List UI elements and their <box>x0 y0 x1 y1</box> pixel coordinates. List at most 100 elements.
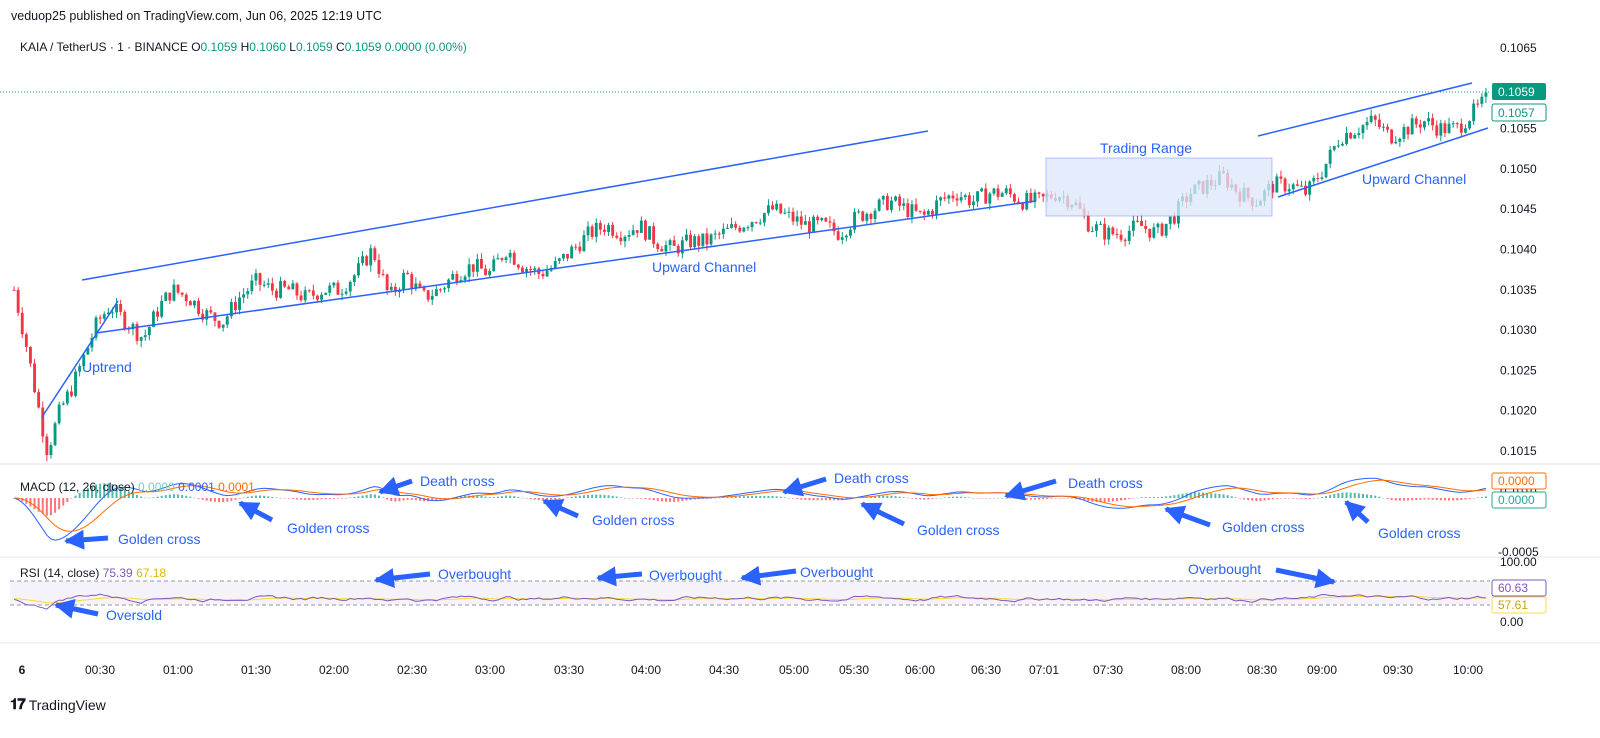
candle-body <box>106 312 110 315</box>
macd-hist-bar <box>1251 498 1254 501</box>
arrow-overbought-2 <box>596 566 643 587</box>
candle-body <box>94 317 98 338</box>
macd-hist-bar <box>1390 498 1393 500</box>
candle-body <box>377 259 381 274</box>
macd-hist-bar <box>541 498 544 501</box>
candle-body <box>102 314 106 319</box>
macd-hist-bar <box>492 497 495 498</box>
macd-hist-bar <box>742 496 745 498</box>
annotation-arrows[interactable] <box>54 476 1370 619</box>
macd-hist-bar <box>1353 492 1356 498</box>
macd-hist-bar <box>689 498 692 500</box>
macd-hist-bar <box>123 489 126 498</box>
candle-body <box>873 210 877 219</box>
macd-hist-bar <box>722 497 725 498</box>
candle-body <box>229 302 233 317</box>
candle-body <box>1435 125 1439 136</box>
candle-body <box>689 234 692 248</box>
macd-hist-bar <box>275 497 278 499</box>
macd-hist-bar <box>435 498 438 501</box>
time-tick-label: 02:00 <box>319 663 349 677</box>
candle-body <box>1427 118 1430 122</box>
macd-hist-bar <box>1238 498 1241 499</box>
candle-body <box>1472 103 1476 122</box>
rsi-legend[interactable]: RSI (14, close) 75.39 67.18 <box>20 566 166 580</box>
candle-body <box>307 290 311 292</box>
macd-hist-bar <box>537 498 540 501</box>
candle-body <box>1095 224 1098 231</box>
label-overbought-3: Overbought <box>800 564 873 580</box>
candle-body <box>578 246 582 252</box>
macd-hist-bar <box>1308 498 1311 500</box>
macd-hist-bar <box>751 495 754 498</box>
macd-hist-bar <box>611 495 614 498</box>
macd-hist-bar <box>1284 498 1287 499</box>
macd-hist-bar <box>771 495 774 498</box>
time-axis[interactable]: 6 00:30 01:00 01:30 02:00 02:30 03:00 03:30 04:0… <box>19 663 1484 677</box>
trading-range-box[interactable] <box>1045 157 1273 217</box>
candle-body <box>37 392 41 408</box>
macd-hist-bar <box>828 498 831 501</box>
candle-body <box>311 290 315 296</box>
candle-body <box>1291 184 1295 190</box>
macd-hist-bar <box>41 498 44 514</box>
candle-body <box>992 188 996 194</box>
candle-body <box>508 252 512 258</box>
macd-hist-bar <box>1304 498 1307 500</box>
macd-hist-bar <box>1427 498 1430 500</box>
macd-hist-bar <box>787 497 790 499</box>
candle-body <box>713 233 717 235</box>
macd-hist-bar <box>1312 498 1315 499</box>
macd-hist-bar <box>62 498 65 506</box>
macd-hist-bar <box>1107 498 1110 502</box>
channel2-upper-line <box>1257 82 1473 137</box>
candle-body <box>902 203 906 206</box>
candle-body <box>812 216 815 233</box>
high-label: H <box>240 40 250 54</box>
macd-hist-bar <box>820 498 823 501</box>
candle-body <box>336 282 340 295</box>
candle-body <box>771 205 774 210</box>
macd-hist-bar <box>992 497 995 499</box>
candle-body <box>139 337 143 341</box>
macd-hist-bar <box>1374 495 1377 498</box>
macd-hist-bar <box>29 498 32 507</box>
candle-body <box>906 203 910 218</box>
macd-hist-bar <box>447 498 450 499</box>
macd-hist-bar <box>119 487 122 498</box>
macd-hist-bar <box>1415 498 1418 500</box>
candle-body <box>615 235 619 238</box>
candle-body <box>935 200 938 215</box>
candle-body <box>816 216 820 221</box>
drawing-lines[interactable] <box>41 82 1489 418</box>
candle-body <box>660 248 664 252</box>
macd-hist-bar <box>1226 495 1229 498</box>
candle-body <box>1017 201 1020 204</box>
candle-body <box>996 188 1000 197</box>
tradingview-brand[interactable]: 𝟏𝟕 TradingView <box>10 696 106 713</box>
macd-hist-bar <box>295 498 298 500</box>
candle-body <box>1414 118 1418 125</box>
candle-body <box>33 363 36 393</box>
candle-body <box>1111 227 1115 235</box>
candle-body <box>709 234 713 245</box>
candle-body <box>193 300 196 306</box>
macd-hist-bar <box>1325 496 1328 498</box>
macd-hist-bar <box>414 498 417 501</box>
macd-hist-bar <box>886 495 889 498</box>
symbol-legend[interactable]: KAIA / TetherUS · 1 · BINANCE O0.1059 H0… <box>20 40 467 54</box>
macd-hist-bar <box>1468 498 1471 499</box>
macd-hist-bar <box>1279 498 1282 499</box>
candle-body <box>184 294 188 302</box>
macd-hist-bar <box>480 496 483 498</box>
candle-body <box>562 253 565 259</box>
macd-hist-bar <box>746 496 749 498</box>
macd-hist-bar <box>177 494 180 498</box>
macd-legend[interactable]: MACD (12, 26, close) 0.0000 0.0001 0.000… <box>20 480 255 494</box>
candle-body <box>1295 184 1299 186</box>
macd-hist-bar <box>759 495 762 498</box>
macd-hist-bar <box>513 496 516 498</box>
macd-hist-bar <box>74 495 77 498</box>
macd-hist-bar <box>1448 498 1451 501</box>
